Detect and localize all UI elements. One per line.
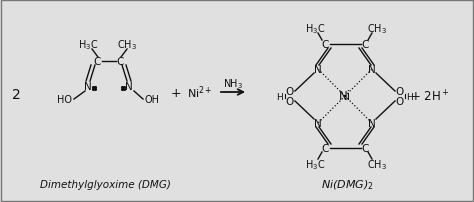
Text: N: N bbox=[314, 118, 322, 128]
Text: C: C bbox=[116, 57, 124, 67]
Text: C: C bbox=[361, 40, 369, 50]
Text: N: N bbox=[314, 65, 322, 75]
Text: Ni(DMG)$_2$: Ni(DMG)$_2$ bbox=[321, 177, 374, 191]
Text: H$_3$C: H$_3$C bbox=[305, 157, 325, 171]
Text: H: H bbox=[277, 92, 283, 101]
Text: C: C bbox=[93, 57, 100, 67]
Text: O: O bbox=[286, 87, 294, 97]
Text: NH$_3$: NH$_3$ bbox=[223, 77, 243, 90]
Text: HO: HO bbox=[57, 95, 73, 104]
Text: N: N bbox=[368, 118, 376, 128]
Text: + 2H$^+$: + 2H$^+$ bbox=[410, 89, 450, 104]
Text: CH$_3$: CH$_3$ bbox=[367, 157, 387, 171]
Text: C: C bbox=[321, 40, 328, 50]
Text: N: N bbox=[125, 82, 133, 92]
Text: O: O bbox=[286, 97, 294, 106]
Text: CH$_3$: CH$_3$ bbox=[367, 22, 387, 36]
Text: +: + bbox=[171, 86, 182, 99]
Text: N: N bbox=[84, 82, 92, 92]
Text: OH: OH bbox=[145, 95, 159, 104]
Text: H$_3$C: H$_3$C bbox=[78, 38, 98, 52]
Text: Ni: Ni bbox=[339, 90, 351, 103]
Text: H: H bbox=[407, 92, 413, 101]
Text: C: C bbox=[321, 143, 328, 153]
Text: Ni$^{2+}$: Ni$^{2+}$ bbox=[187, 84, 213, 101]
Text: C: C bbox=[361, 143, 369, 153]
Text: H$_3$C: H$_3$C bbox=[305, 22, 325, 36]
Text: N: N bbox=[368, 65, 376, 75]
Text: O: O bbox=[396, 87, 404, 97]
Text: O: O bbox=[396, 97, 404, 106]
Text: 2: 2 bbox=[12, 87, 20, 101]
Text: Dimethylglyoxime (DMG): Dimethylglyoxime (DMG) bbox=[39, 179, 171, 189]
Text: CH$_3$: CH$_3$ bbox=[117, 38, 137, 52]
